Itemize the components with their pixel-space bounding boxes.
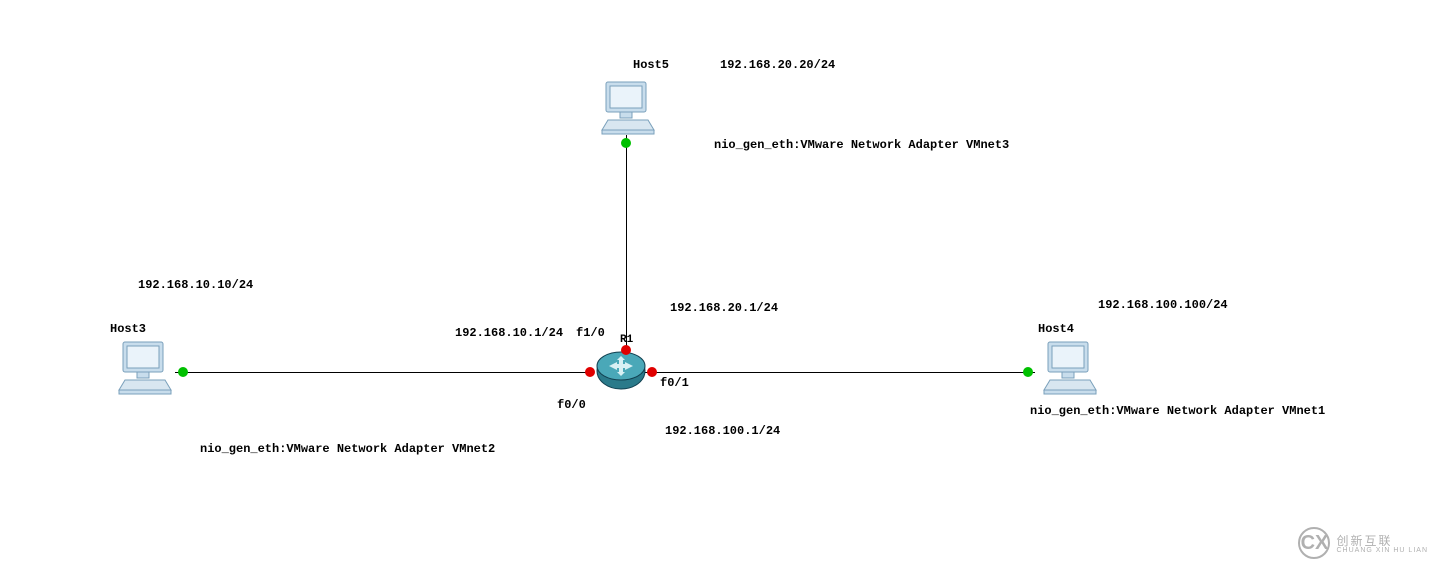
host5-label: Host5	[633, 58, 669, 72]
host3-ip-label: 192.168.10.10/24	[138, 278, 253, 292]
edge-host5-router	[626, 135, 627, 350]
watermark-sub-text: CHUANG XIN HU LIAN	[1336, 547, 1428, 554]
router-f00-status-dot	[585, 367, 595, 377]
host4-status-dot	[1023, 367, 1033, 377]
host3-adapter-label: nio_gen_eth:VMware Network Adapter VMnet…	[200, 442, 495, 456]
watermark-main-text: 创新互联	[1336, 534, 1392, 548]
host3-node[interactable]	[115, 340, 175, 395]
host4-ip-label: 192.168.100.100/24	[1098, 298, 1228, 312]
edge-host3-router	[175, 372, 590, 373]
router-f00-ip-label: 192.168.10.1/24	[455, 326, 563, 340]
router-node[interactable]	[595, 350, 647, 397]
host4-node[interactable]	[1040, 340, 1100, 395]
router-f10-label: f1/0	[576, 326, 605, 340]
router-f01-label: f0/1	[660, 376, 689, 390]
host5-status-dot	[621, 138, 631, 148]
host5-ip-label: 192.168.20.20/24	[720, 58, 835, 72]
host5-node[interactable]	[598, 80, 658, 135]
host3-label: Host3	[110, 322, 146, 336]
router-f10-ip-label: 192.168.20.1/24	[670, 301, 778, 315]
host3-status-dot	[178, 367, 188, 377]
router-f01-status-dot	[647, 367, 657, 377]
network-diagram: Host5 192.168.20.20/24 nio_gen_eth:VMwar…	[0, 0, 1436, 565]
watermark-logo-icon: CX	[1298, 527, 1330, 559]
router-f10-status-dot	[621, 345, 631, 355]
watermark: CX 创新互联 CHUANG XIN HU LIAN	[1298, 527, 1428, 559]
router-f00-label: f0/0	[557, 398, 586, 412]
host4-label: Host4	[1038, 322, 1074, 336]
router-f01-ip-label: 192.168.100.1/24	[665, 424, 780, 438]
router-name-label: R1	[620, 334, 633, 346]
host4-adapter-label: nio_gen_eth:VMware Network Adapter VMnet…	[1030, 404, 1325, 418]
host5-adapter-label: nio_gen_eth:VMware Network Adapter VMnet…	[714, 138, 1009, 152]
edge-router-host4	[640, 372, 1035, 373]
